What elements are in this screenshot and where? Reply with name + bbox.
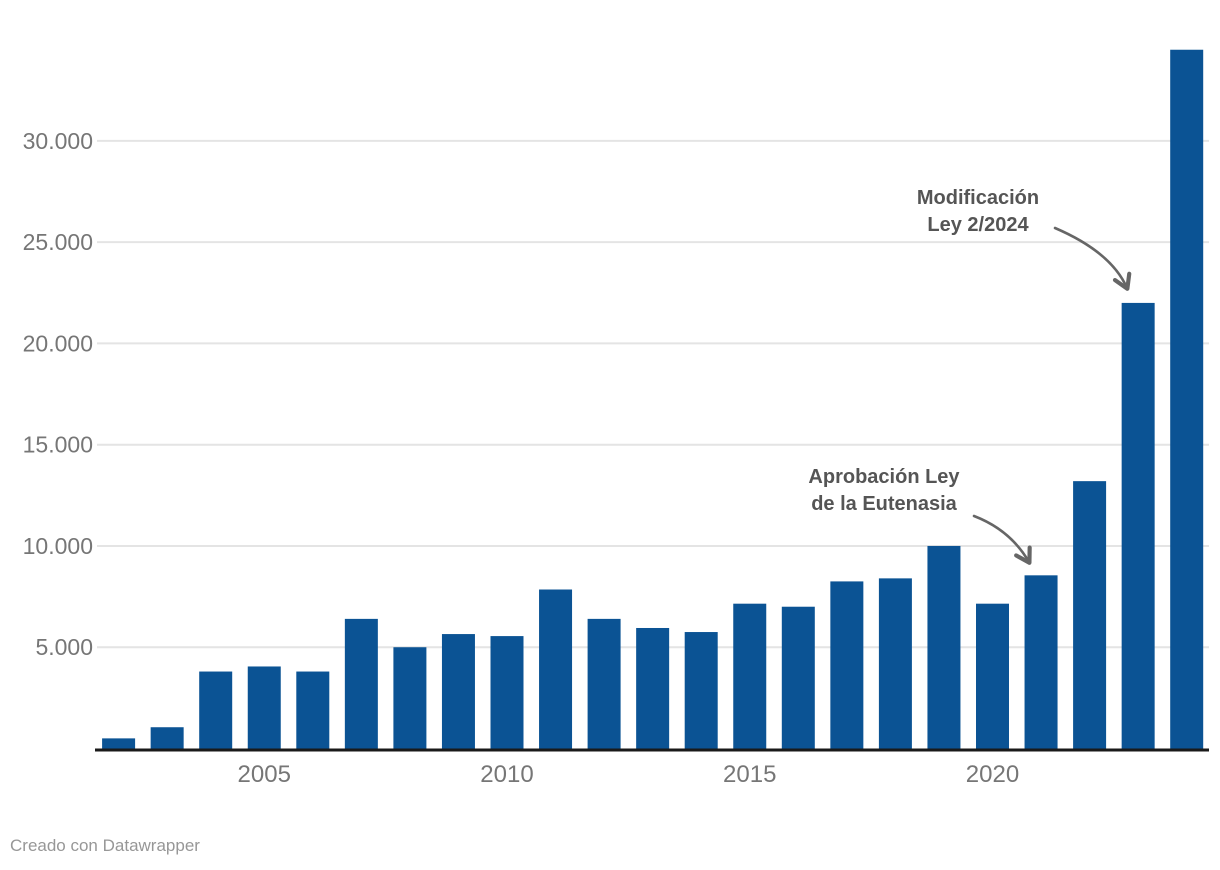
bar-2019[interactable]	[927, 545, 961, 749]
bar-2009[interactable]	[441, 634, 475, 749]
annotation-line: Ley 2/2024	[927, 214, 1029, 236]
arrow-to-2021-bar-icon	[972, 514, 1032, 565]
y-gridlines	[97, 139, 1209, 649]
bar-2022[interactable]	[1073, 481, 1107, 749]
y-tick-label-20000: 20.000	[23, 330, 93, 356]
y-tick-label-30000: 30.000	[23, 128, 93, 154]
bar-series	[102, 49, 1204, 749]
annotation-arrows	[972, 226, 1132, 565]
bar-2004[interactable]	[199, 671, 233, 749]
annotation-modificacion-ley: Modificación Ley 2/2024	[848, 185, 1108, 239]
bar-2015[interactable]	[733, 603, 767, 749]
x-axis-tick-labels: 2005 2010 2015 2020	[238, 761, 1020, 788]
bar-2012[interactable]	[587, 618, 621, 749]
bar-2003[interactable]	[150, 727, 184, 749]
x-tick-label-2010: 2010	[480, 761, 533, 788]
y-tick-label-15000: 15.000	[23, 432, 93, 458]
annotation-line: Aprobación Ley	[808, 466, 960, 488]
bar-2016[interactable]	[781, 606, 815, 749]
bar-2011[interactable]	[539, 589, 573, 749]
bar-2008[interactable]	[393, 647, 427, 749]
annotation-aprobacion-ley: Aprobación Ley de la Eutenasia	[754, 464, 1014, 518]
bar-2017[interactable]	[830, 581, 864, 749]
bar-2024[interactable]	[1170, 49, 1204, 749]
bar-2021[interactable]	[1024, 575, 1058, 749]
y-tick-label-10000: 10.000	[23, 533, 93, 559]
bar-2005[interactable]	[247, 666, 281, 749]
y-tick-label-25000: 25.000	[23, 229, 93, 255]
bar-2010[interactable]	[490, 636, 524, 749]
arrow-to-2023-bar-icon	[1053, 226, 1132, 291]
bar-2006[interactable]	[296, 671, 330, 749]
bar-2002[interactable]	[102, 738, 136, 749]
bar-2013[interactable]	[636, 627, 670, 749]
annotation-line: Modificación	[916, 187, 1040, 209]
datawrapper-attribution-link[interactable]: Creado con Datawrapper	[10, 836, 200, 855]
x-tick-label-2020: 2020	[966, 761, 1019, 788]
x-tick-label-2015: 2015	[723, 761, 776, 788]
y-axis-tick-labels: 5.000 10.000 15.000 20.000 25.000 30.000	[23, 128, 93, 660]
bar-2014[interactable]	[684, 632, 718, 749]
bar-2018[interactable]	[878, 578, 912, 749]
bar-2020[interactable]	[976, 603, 1009, 749]
annotation-line: de la Eutenasia	[811, 493, 957, 515]
x-tick-label-2005: 2005	[238, 761, 291, 788]
bar-2023[interactable]	[1121, 302, 1155, 749]
y-tick-label-5000: 5.000	[35, 634, 93, 660]
bar-2007[interactable]	[344, 618, 378, 749]
